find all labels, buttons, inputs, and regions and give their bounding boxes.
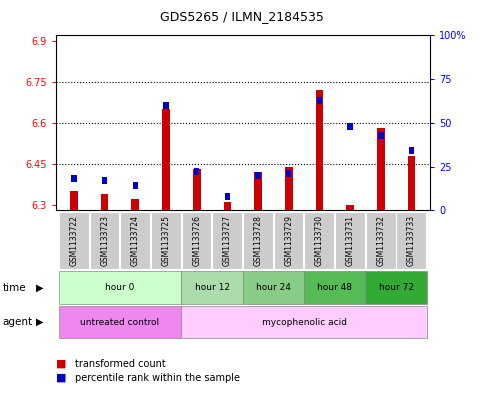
Text: GSM1133725: GSM1133725: [161, 215, 170, 266]
Text: GSM1133723: GSM1133723: [100, 215, 109, 266]
Bar: [377, 128, 384, 210]
Text: ▶: ▶: [36, 317, 43, 327]
Text: percentile rank within the sample: percentile rank within the sample: [75, 373, 240, 383]
Bar: [378, 132, 384, 139]
Bar: [182, 212, 212, 269]
Bar: [304, 271, 366, 304]
Text: GSM1133733: GSM1133733: [407, 215, 416, 266]
Bar: [366, 271, 427, 304]
Text: agent: agent: [2, 317, 32, 327]
Text: untreated control: untreated control: [80, 318, 159, 327]
Bar: [70, 191, 78, 210]
Bar: [243, 212, 273, 269]
Text: GSM1133732: GSM1133732: [376, 215, 385, 266]
Bar: [366, 212, 396, 269]
Bar: [408, 156, 415, 210]
Text: hour 12: hour 12: [195, 283, 229, 292]
Bar: [274, 212, 303, 269]
Bar: [101, 194, 109, 210]
Bar: [213, 212, 242, 269]
Text: transformed count: transformed count: [75, 358, 166, 369]
Bar: [58, 271, 181, 304]
Bar: [285, 167, 293, 210]
Bar: [397, 212, 426, 269]
Bar: [409, 147, 414, 154]
Text: hour 48: hour 48: [317, 283, 352, 292]
Text: hour 0: hour 0: [105, 283, 135, 292]
Bar: [315, 90, 323, 210]
Bar: [346, 205, 354, 210]
Text: hour 24: hour 24: [256, 283, 291, 292]
Bar: [90, 212, 119, 269]
Bar: [317, 97, 322, 104]
Bar: [254, 172, 262, 210]
Bar: [163, 102, 169, 109]
Bar: [181, 307, 427, 338]
Bar: [286, 170, 292, 177]
Text: GSM1133726: GSM1133726: [192, 215, 201, 266]
Bar: [225, 193, 230, 200]
Bar: [131, 199, 139, 210]
Text: ▶: ▶: [36, 283, 43, 293]
Bar: [71, 175, 77, 182]
Bar: [59, 212, 89, 269]
Bar: [120, 212, 150, 269]
Bar: [194, 168, 199, 175]
Bar: [193, 169, 200, 210]
Bar: [181, 271, 243, 304]
Bar: [132, 182, 138, 189]
Bar: [347, 123, 353, 130]
Text: ■: ■: [56, 358, 66, 369]
Bar: [256, 172, 261, 179]
Text: GSM1133731: GSM1133731: [346, 215, 355, 266]
Bar: [151, 212, 181, 269]
Bar: [58, 307, 181, 338]
Bar: [335, 212, 365, 269]
Text: GSM1133724: GSM1133724: [131, 215, 140, 266]
Bar: [304, 212, 334, 269]
Bar: [243, 271, 304, 304]
Bar: [102, 177, 107, 184]
Text: GSM1133728: GSM1133728: [254, 215, 263, 266]
Text: mycophenolic acid: mycophenolic acid: [262, 318, 347, 327]
Text: GDS5265 / ILMN_2184535: GDS5265 / ILMN_2184535: [159, 10, 324, 23]
Text: GSM1133722: GSM1133722: [70, 215, 78, 266]
Bar: [162, 109, 170, 210]
Text: hour 72: hour 72: [379, 283, 413, 292]
Bar: [224, 202, 231, 210]
Text: GSM1133727: GSM1133727: [223, 215, 232, 266]
Text: time: time: [2, 283, 26, 293]
Text: ■: ■: [56, 373, 66, 383]
Text: GSM1133730: GSM1133730: [315, 215, 324, 266]
Text: GSM1133729: GSM1133729: [284, 215, 293, 266]
